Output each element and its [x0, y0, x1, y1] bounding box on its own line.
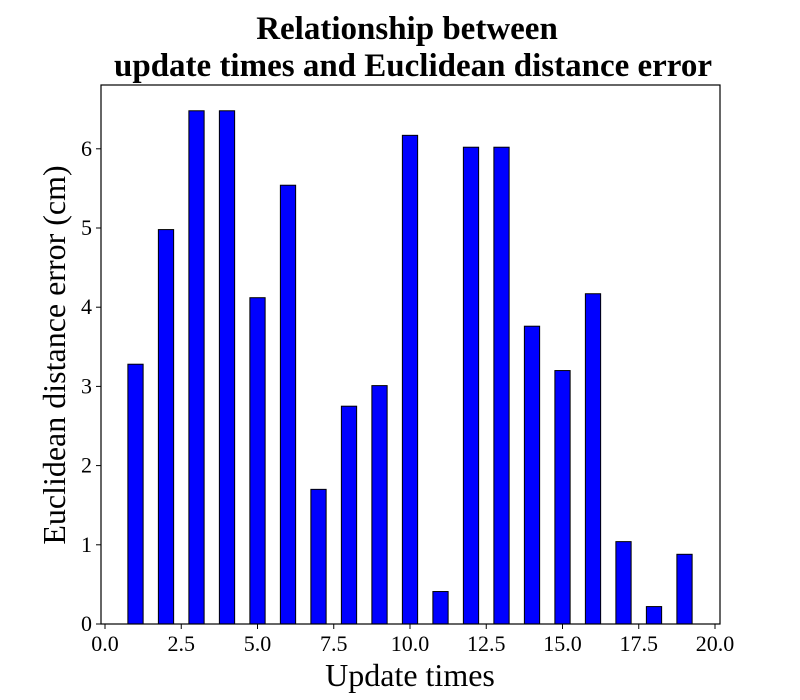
bar-7: [310, 488, 327, 625]
x-tick-label: 12.5: [467, 631, 506, 656]
chart-title-line-2: update times and Euclidean distance erro…: [114, 48, 712, 84]
y-tick-label: 3: [81, 373, 92, 398]
bar-4: [218, 110, 236, 625]
bar-1: [127, 363, 144, 625]
y-tick-label: 0: [81, 611, 92, 636]
bar-11: [432, 591, 449, 625]
y-axis-label: Euclidean distance error (cm): [36, 165, 72, 544]
bar-2: [157, 229, 175, 625]
x-axis-ticks: 0.0 2.5 5.0 7.5 10.0 12.5 15.0 17.5 20.0: [91, 624, 734, 656]
y-tick-label: 6: [81, 136, 92, 161]
y-tick-label: 1: [81, 532, 92, 557]
x-tick-label: 7.5: [320, 631, 348, 656]
y-tick-label: 2: [81, 453, 92, 478]
bar-8: [340, 405, 358, 625]
chart-title-line-1: Relationship between: [256, 11, 558, 47]
x-tick-label: 17.5: [620, 631, 659, 656]
x-tick-label: 15.0: [543, 631, 582, 656]
y-axis-ticks: 0 1 2 3 4 5 6: [81, 136, 101, 636]
bar-18: [645, 606, 663, 625]
x-tick-label: 20.0: [696, 631, 735, 656]
bar-10: [401, 134, 419, 625]
bar-17: [615, 541, 632, 625]
bar-14: [523, 325, 541, 625]
x-tick-label: 0.0: [91, 631, 119, 656]
x-tick-label: 10.0: [391, 631, 430, 656]
bar-6: [279, 184, 297, 625]
bar-12: [462, 146, 480, 625]
x-tick-label: 5.0: [244, 631, 272, 656]
y-tick-label: 4: [81, 294, 92, 319]
bar-13: [493, 146, 510, 625]
bar-9: [371, 385, 388, 625]
bar-16: [584, 293, 602, 625]
x-axis-label: Update times: [325, 657, 495, 693]
bar-15: [554, 370, 571, 625]
bar-3: [188, 110, 205, 625]
y-tick-label: 5: [81, 215, 92, 240]
bar-5: [249, 297, 266, 625]
x-tick-label: 2.5: [168, 631, 196, 656]
bar-19: [676, 553, 693, 625]
